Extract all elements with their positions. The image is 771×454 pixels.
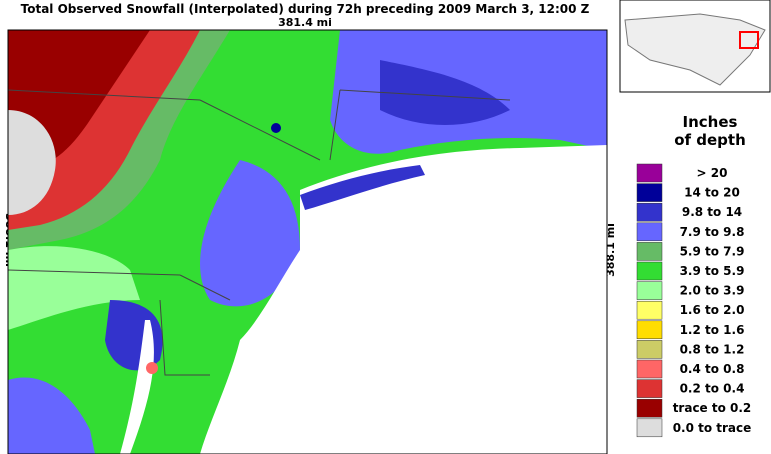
region — [8, 110, 56, 215]
map-frame — [7, 29, 608, 454]
hotspot — [146, 362, 158, 374]
region — [200, 160, 300, 307]
legend-swatch — [636, 300, 663, 320]
legend-label: 1.2 to 1.6 — [680, 323, 745, 337]
ocean — [200, 145, 607, 454]
width-label: 381.4 mi — [278, 16, 332, 29]
inset-highlight — [739, 31, 759, 49]
inset-land — [624, 13, 766, 86]
legend-label: 0.4 to 0.8 — [680, 362, 745, 376]
legend-label: 5.9 to 7.9 — [680, 244, 745, 258]
legend-label: 2.0 to 3.9 — [680, 284, 745, 298]
legend-swatch — [636, 359, 663, 379]
legend-swatch — [636, 183, 663, 202]
legend-title: of depth — [674, 131, 746, 149]
legend-label: 7.9 to 9.8 — [680, 225, 745, 239]
region — [8, 246, 140, 330]
legend-label: 3.9 to 5.9 — [680, 264, 745, 278]
bay — [120, 320, 154, 454]
legend-swatch — [636, 281, 663, 300]
title: Total Observed Snowfall (Interpolated) d… — [21, 2, 590, 16]
legend-swatch — [636, 320, 663, 340]
legend-label: 1.6 to 2.0 — [680, 303, 745, 317]
snowfall-map — [7, 29, 608, 454]
hotspot — [271, 123, 281, 133]
legend-swatch — [636, 242, 663, 261]
legend-swatch — [636, 418, 663, 438]
legend-label: > 20 — [697, 166, 728, 180]
long-island — [300, 165, 425, 210]
inset-map — [619, 0, 771, 93]
legend-label: 0.0 to trace — [673, 421, 752, 435]
legend-swatch — [636, 379, 663, 398]
legend-label: 0.2 to 0.4 — [680, 382, 745, 396]
state-border — [8, 89, 511, 376]
legend-title: Inches — [683, 113, 738, 131]
legend-swatch — [636, 398, 663, 418]
legend-label: trace to 0.2 — [673, 401, 752, 415]
legend-swatch — [636, 222, 663, 242]
legend-label: 9.8 to 14 — [682, 205, 742, 219]
legend-swatch — [636, 340, 663, 359]
legend-swatch — [636, 261, 663, 281]
legend-swatch — [636, 202, 663, 222]
legend-label: 0.8 to 1.2 — [680, 342, 745, 356]
region — [8, 377, 95, 454]
region — [380, 60, 510, 125]
legend-swatch — [636, 163, 663, 183]
legend-label: 14 to 20 — [684, 186, 740, 200]
